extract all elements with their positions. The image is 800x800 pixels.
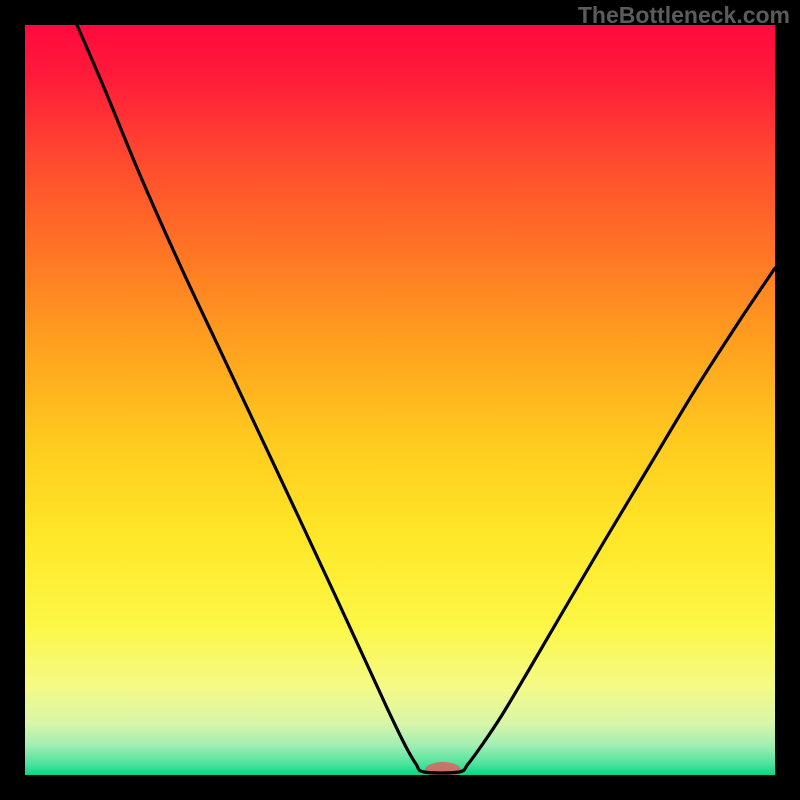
bottleneck-chart: TheBottleneck.com xyxy=(0,0,800,800)
chart-border xyxy=(0,0,800,800)
watermark-text: TheBottleneck.com xyxy=(578,2,790,29)
